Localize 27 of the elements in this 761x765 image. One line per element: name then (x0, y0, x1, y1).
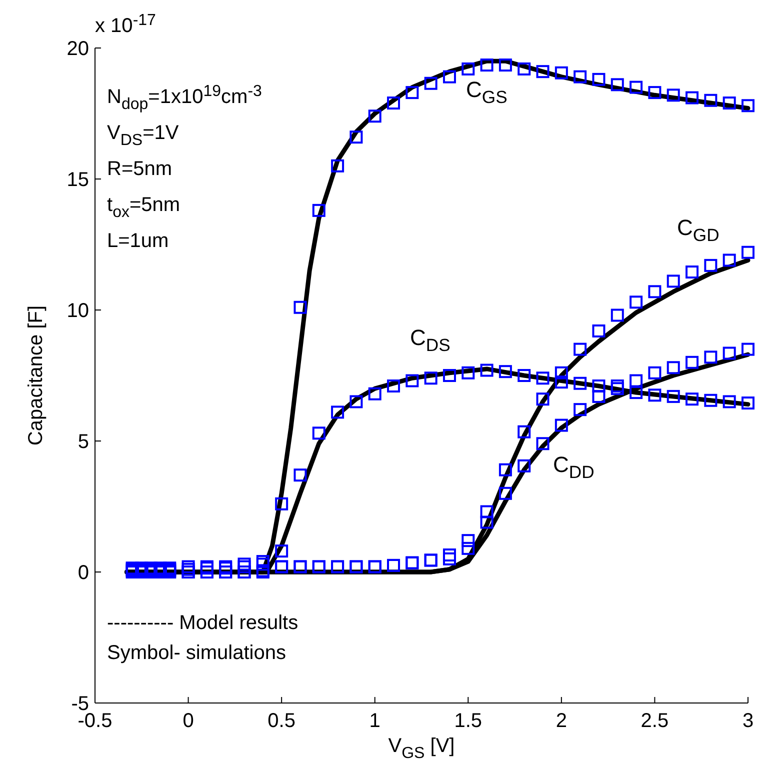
text: x 10$^{-17}$ (95, 12, 156, 37)
y-tick-label: 5 (78, 431, 89, 453)
x-tick-label: 2 (556, 710, 567, 732)
x-tick-label: 1.5 (454, 710, 482, 732)
annotation: Symbol- simulations (107, 642, 286, 664)
series-label: C$_{DD}$ (553, 452, 594, 482)
annotation: L=1um (107, 230, 169, 252)
annotation: V$_{DS}$=1V (107, 122, 180, 149)
annotation: R=5nm (107, 158, 172, 180)
x-axis-title: V$_{GS}$ [V] (388, 735, 455, 762)
y-axis-title: Capacitance [F] (25, 305, 47, 446)
x-tick-label: 0.5 (268, 710, 296, 732)
y-tick-label: 20 (66, 38, 89, 60)
x-tick-label: 1 (369, 710, 380, 732)
x-tick-label: 2.5 (640, 710, 669, 732)
annotation: t$_{ox}$=5nm (107, 194, 180, 221)
y-tick-label: 15 (66, 169, 89, 191)
x-tick-label: -0.5 (78, 710, 112, 732)
series-label: C$_{GS}$ (466, 77, 508, 108)
annotation: ---------- Model results (107, 612, 298, 634)
y-tick-label: 0 (78, 562, 89, 584)
x-tick-label: 3 (742, 710, 754, 732)
series-label: C$_{GD}$ (677, 215, 720, 246)
series-label: C$_{DS}$ (410, 325, 450, 356)
annotation: N$_{dop}$=1x10$^{19}$cm$^{-3}$ (107, 82, 262, 113)
y-tick-label: 10 (66, 300, 89, 322)
x-tick-label: 0 (182, 710, 194, 732)
